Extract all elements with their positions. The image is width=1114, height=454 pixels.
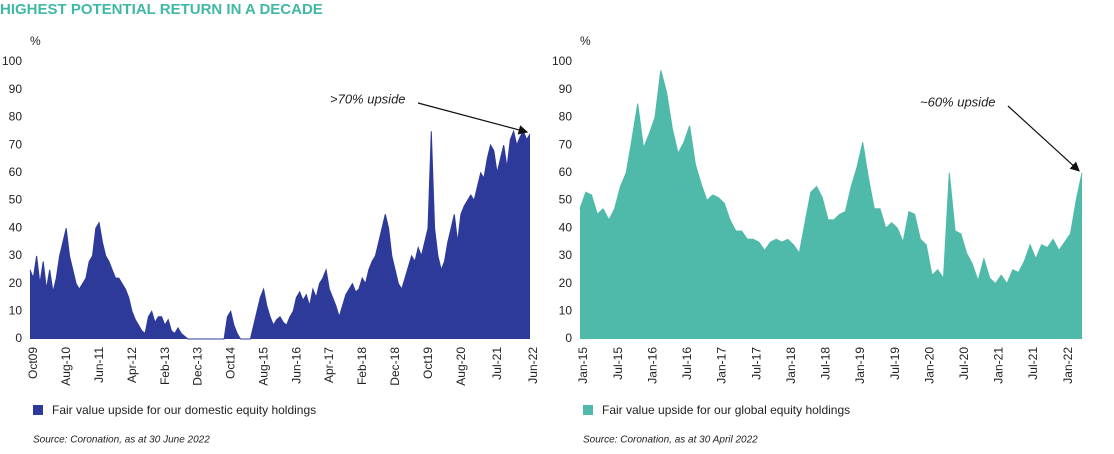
y-axis-label: % <box>580 34 591 48</box>
x-tick-label: Jul-18 <box>819 347 833 380</box>
y-tick-label: 90 <box>9 82 23 96</box>
x-tick-label: Oct14 <box>224 347 238 379</box>
y-tick-label: 10 <box>9 303 23 317</box>
x-tick-label: Jan-19 <box>853 347 867 384</box>
y-axis-label: % <box>30 34 41 48</box>
legend-swatch <box>33 405 43 415</box>
legend-label: Fair value upside for our global equity … <box>602 403 850 417</box>
y-tick-label: 30 <box>9 248 23 262</box>
y-tick-label: 70 <box>559 137 573 151</box>
area-fill <box>30 131 530 339</box>
source-note: Source: Coronation, as at 30 April 2022 <box>583 435 758 446</box>
area-edge <box>579 70 1083 285</box>
x-tick-label: Jul-21 <box>490 347 504 380</box>
x-tick-label: Jun-11 <box>92 347 106 383</box>
x-tick-label: Jan-20 <box>922 347 936 384</box>
source-note: Source: Coronation, as at 30 June 2022 <box>33 435 210 446</box>
x-tick-label: Jul-15 <box>611 347 625 380</box>
annotation-arrow <box>1007 105 1080 172</box>
annotation: ~60% upside <box>920 94 996 109</box>
x-tick-label: Aug-20 <box>454 347 468 386</box>
area-edge <box>29 129 531 340</box>
annotation-arrow <box>417 102 529 135</box>
y-tick-label: 100 <box>2 54 22 68</box>
x-tick-label: Apr-17 <box>322 347 336 383</box>
x-tick-label: Oct09 <box>26 347 40 379</box>
y-tick-label: 20 <box>9 276 23 290</box>
y-tick-label: 30 <box>559 248 573 262</box>
x-tick-label: Dec-18 <box>388 347 402 386</box>
x-tick-label: Jul-19 <box>888 347 902 380</box>
y-tick-label: 90 <box>559 82 573 96</box>
x-tick-label: Jan-15 <box>576 347 590 384</box>
y-tick-label: 10 <box>559 303 573 317</box>
y-tick-label: 60 <box>559 165 573 179</box>
y-tick-label: 40 <box>559 220 573 234</box>
y-tick-label: 40 <box>9 220 23 234</box>
x-tick-label: Jan-16 <box>645 347 659 384</box>
y-tick-label: 80 <box>559 110 573 124</box>
y-tick-label: 50 <box>9 193 23 207</box>
y-tick-label: 50 <box>559 193 573 207</box>
x-tick-label: Feb-13 <box>158 347 172 385</box>
x-tick-label: Jan-18 <box>784 347 798 384</box>
x-tick-label: Aug-10 <box>59 347 73 386</box>
legend-label: Fair value upside for our domestic equit… <box>52 403 316 417</box>
x-tick-label: Jun-22 <box>526 347 540 384</box>
x-tick-label: Aug-15 <box>256 347 270 386</box>
x-tick-label: Jan-17 <box>715 347 729 384</box>
x-tick-label: Jul-21 <box>1026 347 1040 380</box>
x-tick-label: Oct19 <box>421 347 435 379</box>
legend-swatch <box>583 405 593 415</box>
y-tick-label: 0 <box>15 331 22 345</box>
x-tick-label: Apr-12 <box>125 347 139 383</box>
y-tick-label: 100 <box>552 54 572 68</box>
x-tick-label: Feb-18 <box>355 347 369 385</box>
page-title: HIGHEST POTENTIAL RETURN IN A DECADE <box>0 1 323 18</box>
y-tick-label: 20 <box>559 276 573 290</box>
x-tick-label: Jan-22 <box>1061 347 1075 384</box>
x-tick-label: Jun-16 <box>289 347 303 384</box>
x-tick-label: Jul-16 <box>680 347 694 380</box>
x-tick-label: Jan-21 <box>992 347 1006 384</box>
y-tick-label: 60 <box>9 165 23 179</box>
annotation: >70% upside <box>330 91 406 106</box>
y-tick-label: 0 <box>565 331 572 345</box>
y-tick-label: 70 <box>9 137 23 151</box>
x-tick-label: Jul-20 <box>957 347 971 380</box>
x-tick-label: Dec-13 <box>191 347 205 386</box>
y-tick-label: 80 <box>9 110 23 124</box>
x-tick-label: Jul-17 <box>749 347 763 380</box>
area-fill <box>580 70 1082 340</box>
